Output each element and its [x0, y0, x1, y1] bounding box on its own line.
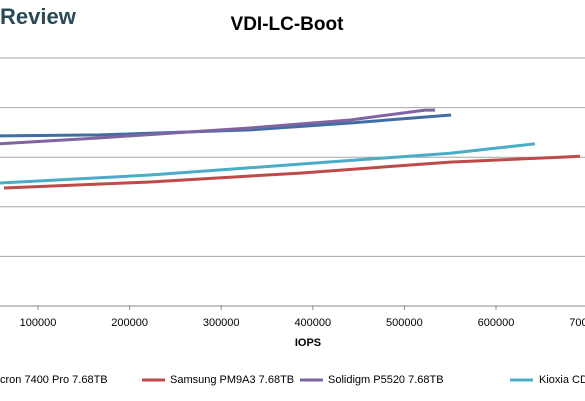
x-tick-label: 400000: [294, 317, 331, 329]
series-line: [0, 113, 452, 138]
x-tick-label: 200000: [111, 317, 148, 329]
series-line: [0, 108, 436, 146]
x-axis-title: IOPS: [295, 337, 321, 349]
legend-label: Kioxia CD: [539, 374, 585, 386]
legend-label: Solidigm P5520 7.68TB: [328, 374, 444, 386]
x-tick-label: 300000: [203, 317, 240, 329]
x-tick-label: 600000: [478, 317, 515, 329]
series-line: [3, 154, 581, 190]
x-tick-label: 700000: [569, 317, 585, 329]
brand-logo: Review: [0, 4, 77, 29]
x-tick-label: 100000: [20, 317, 57, 329]
chart-title: VDI-LC-Boot: [231, 14, 345, 35]
series-line: [0, 142, 536, 185]
legend-label: Samsung PM9A3 7.68TB: [170, 374, 294, 386]
legend-label: cron 7400 Pro 7.68TB: [0, 374, 108, 386]
x-tick-label: 500000: [386, 317, 423, 329]
